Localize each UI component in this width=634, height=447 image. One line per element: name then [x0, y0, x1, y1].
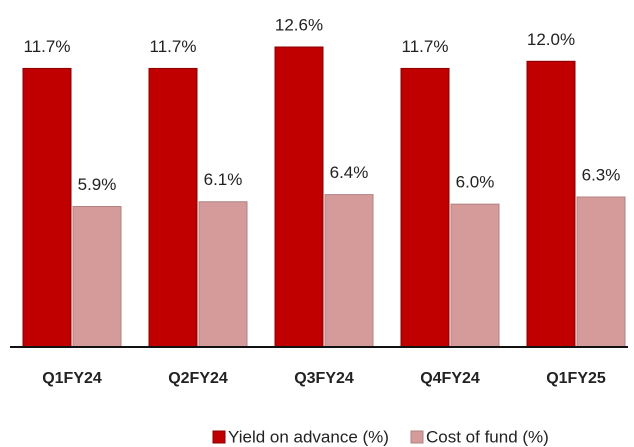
- data-label: 12.6%: [275, 15, 323, 34]
- data-label: 11.7%: [24, 37, 71, 56]
- data-label: 11.7%: [150, 37, 197, 56]
- data-label: 5.9%: [78, 175, 117, 194]
- x-tick-label: Q1FY25: [546, 370, 606, 387]
- bar: [72, 206, 122, 348]
- data-label: 6.1%: [204, 170, 243, 189]
- data-label: 11.7%: [402, 37, 449, 56]
- legend-label: Cost of fund (%): [426, 427, 549, 446]
- x-tick-label: Q1FY24: [42, 370, 102, 387]
- bar: [148, 67, 198, 348]
- data-label: 12.0%: [527, 30, 575, 49]
- x-tick-label: Q4FY24: [420, 370, 480, 387]
- data-label: 6.4%: [330, 163, 369, 182]
- bar: [450, 203, 500, 348]
- bar: [576, 196, 626, 348]
- x-tick-label: Q3FY24: [294, 370, 354, 387]
- bar: [324, 194, 374, 348]
- bar: [198, 201, 248, 348]
- data-label: 6.0%: [456, 173, 495, 192]
- bar: [274, 46, 324, 348]
- bar: [22, 67, 72, 348]
- legend-swatch: [410, 430, 424, 444]
- x-tick-label: Q2FY24: [168, 370, 228, 387]
- data-label: 6.3%: [582, 165, 621, 184]
- bar: [526, 60, 576, 348]
- bar: [400, 67, 450, 348]
- legend-label: Yield on advance (%): [228, 427, 389, 446]
- legend-swatch: [212, 430, 226, 444]
